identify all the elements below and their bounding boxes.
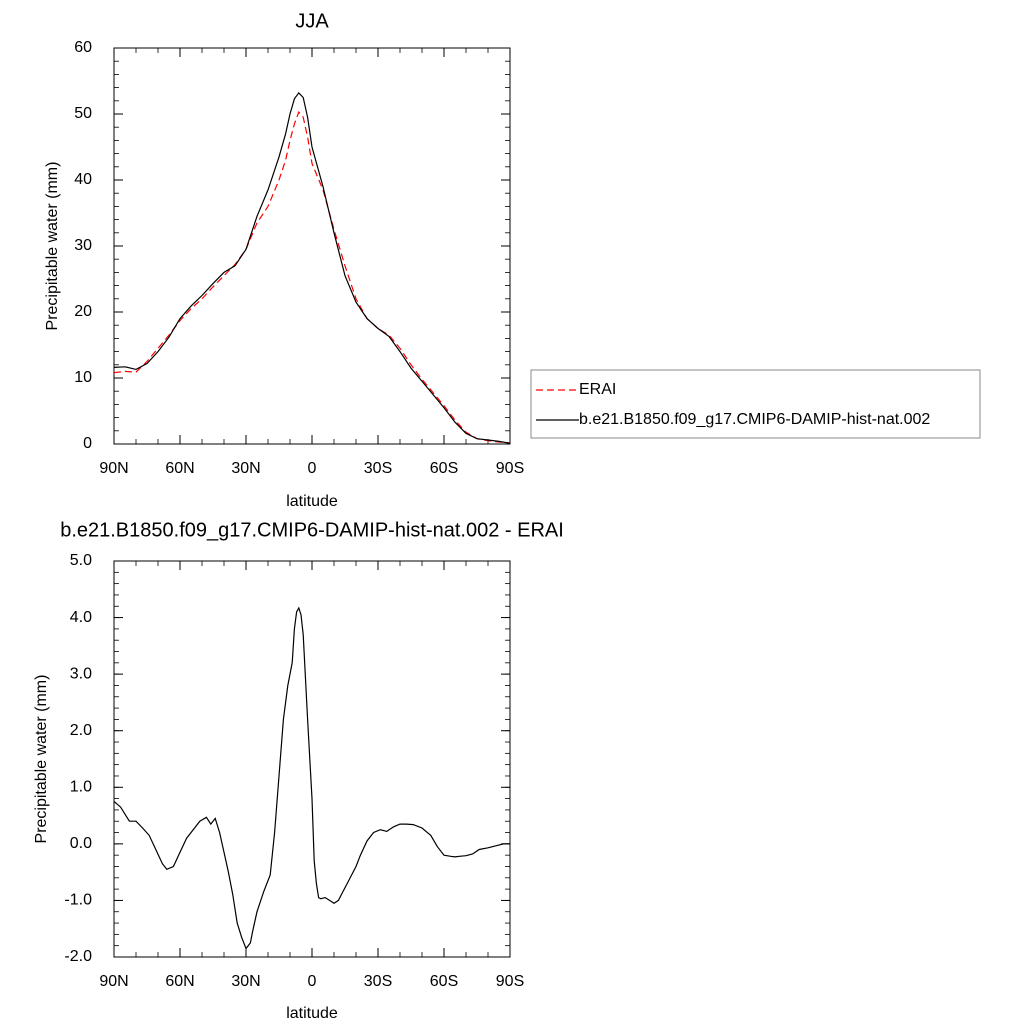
chart-title: JJA — [295, 10, 329, 32]
y-axis-label: Precipitable water (mm) — [44, 162, 61, 331]
y-tick-label: 50 — [74, 105, 92, 122]
y-tick-label: -1.0 — [64, 892, 92, 909]
x-tick-label: 90S — [496, 460, 524, 477]
x-tick-label: 30N — [231, 460, 260, 477]
x-tick-label: 90N — [99, 460, 128, 477]
y-tick-label: 20 — [74, 303, 92, 320]
y-tick-label: 4.0 — [70, 609, 92, 626]
series-line-1 — [113, 606, 510, 950]
y-tick-label: 10 — [74, 369, 92, 386]
plot-frame — [113, 47, 511, 445]
legend-box — [530, 369, 981, 439]
series-line-1 — [113, 110, 511, 444]
x-tick-label: 90S — [496, 973, 524, 990]
plot-frame — [113, 560, 511, 958]
y-tick-label: 40 — [74, 171, 92, 188]
legend: ERAI b.e21.B1850.f09_g17.CMIP6-DAMIP-hist… — [530, 369, 981, 439]
x-tick-label: 60N — [165, 460, 194, 477]
legend-entry-label: b.e21.B1850.f09_g17.CMIP6-DAMIP-hist-nat… — [579, 411, 930, 428]
x-tick-label: 60S — [430, 460, 458, 477]
chart-title: b.e21.B1850.f09_g17.CMIP6-DAMIP-hist-nat… — [60, 519, 564, 541]
y-tick-label: 30 — [74, 237, 92, 254]
x-tick-label: 0 — [308, 973, 317, 990]
x-tick-label: 30N — [231, 973, 260, 990]
y-tick-label: 0.0 — [70, 835, 92, 852]
y-tick-label: -2.0 — [64, 948, 92, 965]
x-tick-label: 30S — [364, 973, 392, 990]
series-line-2 — [113, 91, 511, 444]
x-tick-label: 60N — [165, 973, 194, 990]
chart-panel-2: b.e21.B1850.f09_g17.CMIP6-DAMIP-hist-nat… — [33, 519, 564, 1022]
x-tick-label: 60S — [430, 973, 458, 990]
y-tick-label: 0 — [83, 435, 92, 452]
y-axis-label: Precipitable water (mm) — [33, 675, 50, 844]
x-axis-label: latitude — [286, 1005, 338, 1022]
y-tick-label: 2.0 — [70, 722, 92, 739]
x-tick-label: 90N — [99, 973, 128, 990]
x-tick-label: 0 — [308, 460, 317, 477]
y-tick-label: 3.0 — [70, 665, 92, 682]
y-tick-label: 60 — [74, 39, 92, 56]
x-axis-label: latitude — [286, 493, 338, 510]
y-tick-label: 1.0 — [70, 779, 92, 796]
y-tick-label: 5.0 — [70, 552, 92, 569]
chart-panel-1: JJA 90N 60N 30N 0 30S 60S 90S 0 10 20 30 40 50 60 latit… — [44, 10, 981, 510]
legend-entry-label: ERAI — [579, 381, 616, 398]
x-tick-label: 30S — [364, 460, 392, 477]
